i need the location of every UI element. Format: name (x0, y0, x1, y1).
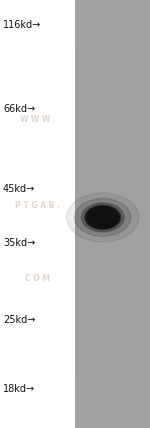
Text: C O M: C O M (25, 273, 50, 283)
Ellipse shape (75, 199, 131, 236)
Text: 25kd→: 25kd→ (3, 315, 35, 325)
Text: 35kd→: 35kd→ (3, 238, 35, 248)
Text: 116kd→: 116kd→ (3, 20, 41, 30)
Text: P T G A B .: P T G A B . (15, 201, 60, 210)
Text: 45kd→: 45kd→ (3, 184, 35, 194)
Ellipse shape (81, 203, 124, 232)
Ellipse shape (66, 193, 139, 242)
Bar (75, 0, 150, 428)
Text: 18kd→: 18kd→ (3, 383, 35, 394)
Ellipse shape (86, 206, 119, 229)
Text: 66kd→: 66kd→ (3, 104, 35, 114)
Ellipse shape (85, 205, 121, 230)
Text: W W W .: W W W . (20, 115, 56, 125)
